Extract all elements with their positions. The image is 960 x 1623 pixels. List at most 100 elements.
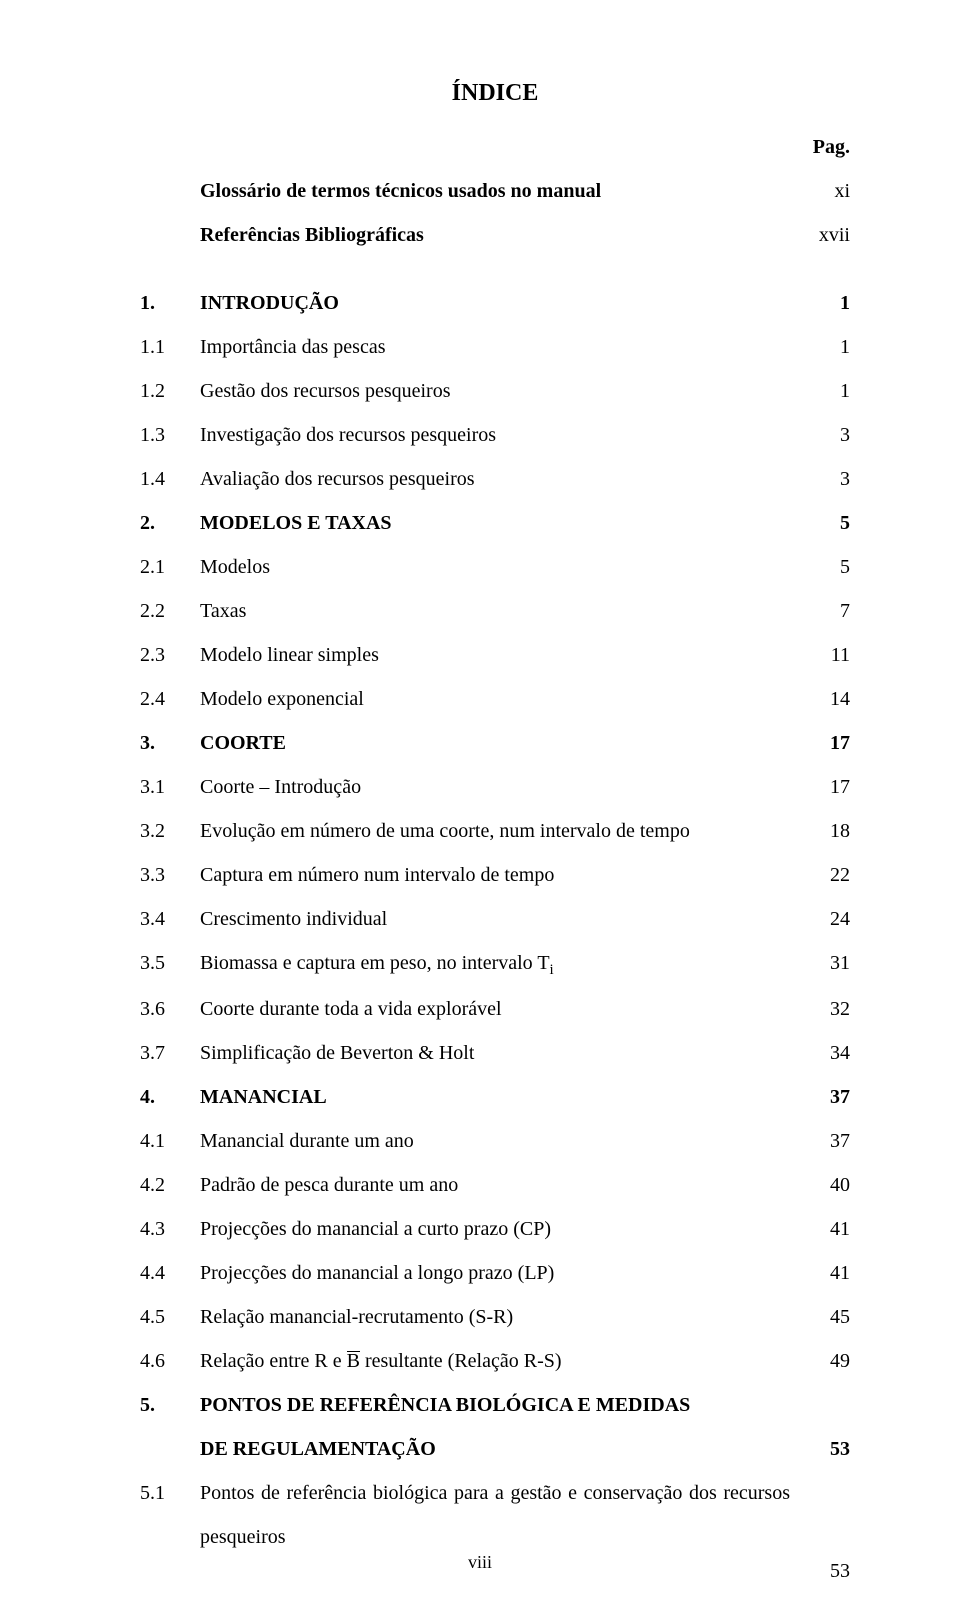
toc-row: 4.2Padrão de pesca durante um ano40 xyxy=(140,1163,850,1207)
toc-row: 1.1Importância das pescas1 xyxy=(140,325,850,369)
toc-number: 2. xyxy=(140,501,200,545)
toc-number: 1.3 xyxy=(140,413,200,457)
toc-page: 1 xyxy=(810,369,850,413)
toc-number: 4.2 xyxy=(140,1163,200,1207)
toc-page: 5 xyxy=(810,501,850,545)
toc-label-line2: DE REGULAMENTAÇÃO xyxy=(200,1427,790,1471)
toc-number: 5. xyxy=(140,1383,200,1427)
header-row-0-label: Glossário de termos técnicos usados no m… xyxy=(140,169,601,213)
toc-page: 17 xyxy=(810,721,850,765)
toc-label: INTRODUÇÃO xyxy=(200,281,810,325)
page-number: viii xyxy=(0,1552,960,1573)
toc-row: 3.7Simplificação de Beverton & Holt34 xyxy=(140,1031,850,1075)
toc-label: Modelo exponencial xyxy=(200,677,810,721)
header-block: Pag. Glossário de termos técnicos usados… xyxy=(140,125,850,257)
header-empty xyxy=(140,125,200,169)
toc-number: 3.3 xyxy=(140,853,200,897)
toc-label: Padrão de pesca durante um ano xyxy=(200,1163,810,1207)
toc-label: Investigação dos recursos pesqueiros xyxy=(200,413,810,457)
toc-label: Pontos de referência biológica para a ge… xyxy=(200,1471,810,1559)
toc-number: 1.2 xyxy=(140,369,200,413)
page: ÍNDICE Pag. Glossário de termos técnicos… xyxy=(0,0,960,1623)
toc-page: 5 xyxy=(810,545,850,589)
toc-page: 34 xyxy=(810,1031,850,1075)
toc-label: Captura em número num intervalo de tempo xyxy=(200,853,810,897)
toc-page: 14 xyxy=(810,677,850,721)
toc-page: 37 xyxy=(810,1119,850,1163)
toc-row: 4.5Relação manancial-recrutamento (S-R)4… xyxy=(140,1295,850,1339)
toc-row: 2.MODELOS E TAXAS5 xyxy=(140,501,850,545)
toc-label: PONTOS DE REFERÊNCIA BIOLÓGICA E MEDIDAS… xyxy=(200,1383,810,1471)
toc-page: 11 xyxy=(810,633,850,677)
toc-row: 3.COORTE17 xyxy=(140,721,850,765)
toc-label-line1: PONTOS DE REFERÊNCIA BIOLÓGICA E MEDIDAS xyxy=(200,1394,690,1416)
header-row-1-label: Referências Bibliográficas xyxy=(140,213,424,257)
toc-number: 4.6 xyxy=(140,1339,200,1383)
toc-page: 40 xyxy=(810,1163,850,1207)
toc-label: Evolução em número de uma coorte, num in… xyxy=(200,809,810,853)
toc-row: 3.4Crescimento individual24 xyxy=(140,897,850,941)
toc-page: 7 xyxy=(810,589,850,633)
toc-page: 17 xyxy=(810,765,850,809)
toc-label: Modelo linear simples xyxy=(200,633,810,677)
toc-page: 32 xyxy=(810,987,850,1031)
toc-number: 4.5 xyxy=(140,1295,200,1339)
overline-b: B xyxy=(347,1351,360,1370)
toc-label: Modelos xyxy=(200,545,810,589)
toc-label: Relação entre R e B resultante (Relação … xyxy=(200,1339,810,1383)
toc-row: 3.6Coorte durante toda a vida explorável… xyxy=(140,987,850,1031)
toc-label: Crescimento individual xyxy=(200,897,810,941)
toc-number: 4. xyxy=(140,1075,200,1119)
toc-row: 5.PONTOS DE REFERÊNCIA BIOLÓGICA E MEDID… xyxy=(140,1383,850,1471)
toc-number: 2.1 xyxy=(140,545,200,589)
toc-page: 41 xyxy=(810,1251,850,1295)
toc-number: 3. xyxy=(140,721,200,765)
toc-number: 3.7 xyxy=(140,1031,200,1075)
toc-label: MODELOS E TAXAS xyxy=(200,501,810,545)
toc-row: 4.1Manancial durante um ano37 xyxy=(140,1119,850,1163)
toc-page: 1 xyxy=(810,325,850,369)
toc-page: 31 xyxy=(810,941,850,985)
toc-row: 1.INTRODUÇÃO1 xyxy=(140,281,850,325)
toc-number: 2.4 xyxy=(140,677,200,721)
header-row-1-page: xvii xyxy=(819,213,850,257)
toc-label: Coorte durante toda a vida explorável xyxy=(200,987,810,1031)
toc-number: 3.1 xyxy=(140,765,200,809)
toc-row: 1.2Gestão dos recursos pesqueiros1 xyxy=(140,369,850,413)
toc-page: 18 xyxy=(810,809,850,853)
toc-page: 41 xyxy=(810,1207,850,1251)
toc-row: 3.5Biomassa e captura em peso, no interv… xyxy=(140,941,850,987)
table-of-contents: 1.INTRODUÇÃO11.1Importância das pescas11… xyxy=(140,281,850,1583)
toc-number: 3.6 xyxy=(140,987,200,1031)
toc-page: 22 xyxy=(810,853,850,897)
toc-row: 3.3Captura em número num intervalo de te… xyxy=(140,853,850,897)
toc-label: Relação manancial-recrutamento (S-R) xyxy=(200,1295,810,1339)
toc-label: Taxas xyxy=(200,589,810,633)
header-pag-row: Pag. xyxy=(140,125,850,169)
toc-label: Importância das pescas xyxy=(200,325,810,369)
toc-page: 1 xyxy=(810,281,850,325)
toc-page: 53 xyxy=(810,1383,850,1471)
header-row-0: Glossário de termos técnicos usados no m… xyxy=(140,169,850,213)
toc-row: 2.4Modelo exponencial14 xyxy=(140,677,850,721)
toc-number: 4.1 xyxy=(140,1119,200,1163)
toc-number: 3.5 xyxy=(140,941,200,985)
toc-number: 3.4 xyxy=(140,897,200,941)
toc-number: 3.2 xyxy=(140,809,200,853)
toc-row: 1.3Investigação dos recursos pesqueiros3 xyxy=(140,413,850,457)
header-pag-label: Pag. xyxy=(813,125,850,169)
toc-label: Biomassa e captura em peso, no intervalo… xyxy=(200,941,810,987)
toc-row: 4.6Relação entre R e B resultante (Relaç… xyxy=(140,1339,850,1383)
toc-page: 3 xyxy=(810,457,850,501)
toc-row: 2.2Taxas7 xyxy=(140,589,850,633)
toc-number: 1.4 xyxy=(140,457,200,501)
toc-row: 4.4Projecções do manancial a longo prazo… xyxy=(140,1251,850,1295)
toc-number: 5.1 xyxy=(140,1471,200,1515)
toc-page: 45 xyxy=(810,1295,850,1339)
toc-label: MANANCIAL xyxy=(200,1075,810,1119)
toc-row: 2.1Modelos5 xyxy=(140,545,850,589)
toc-row: 5.1Pontos de referência biológica para a… xyxy=(140,1471,850,1559)
toc-row: 3.2Evolução em número de uma coorte, num… xyxy=(140,809,850,853)
toc-label: Avaliação dos recursos pesqueiros xyxy=(200,457,810,501)
toc-label: COORTE xyxy=(200,721,810,765)
